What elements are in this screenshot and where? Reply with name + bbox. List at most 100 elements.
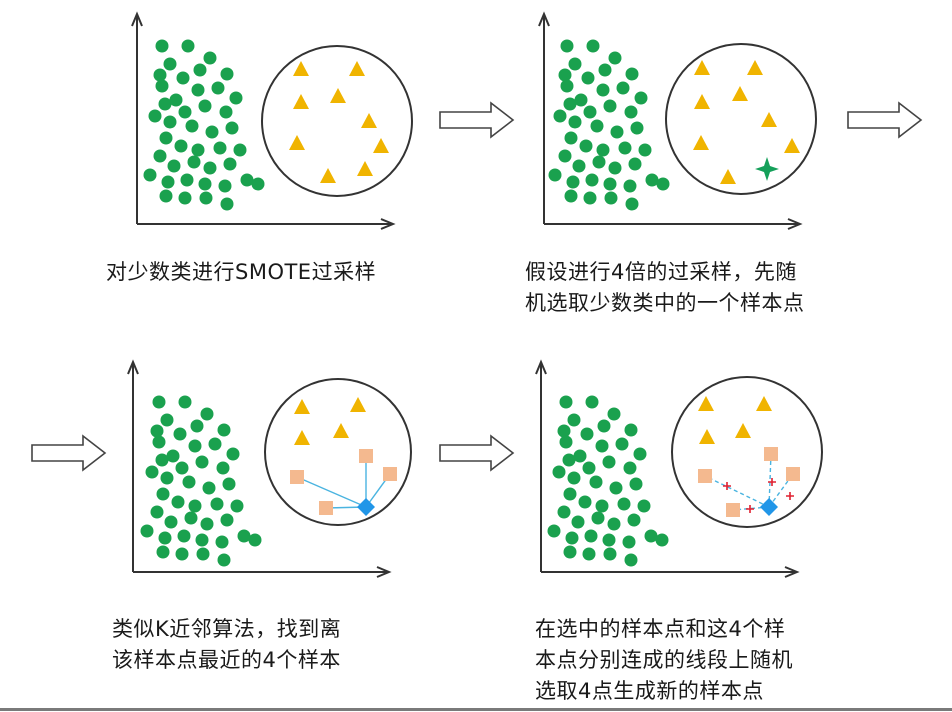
majority-point [595, 439, 609, 453]
majority-point [190, 419, 204, 433]
x-axis-arrowhead [787, 218, 803, 230]
majority-point [196, 547, 210, 561]
majority-point [603, 177, 617, 191]
y-axis-arrowhead [127, 359, 139, 375]
majority-point [566, 175, 580, 189]
majority-point [623, 461, 637, 475]
majority-point [583, 105, 597, 119]
neighbor-link [296, 476, 367, 508]
majority-point [625, 197, 639, 211]
minority-point [349, 61, 365, 76]
majority-point [597, 419, 611, 433]
majority-point [159, 131, 173, 145]
majority-point [590, 119, 604, 133]
majority-point [233, 143, 247, 157]
majority-point [163, 57, 177, 71]
majority-point [568, 115, 582, 129]
majority-point [198, 99, 212, 113]
majority-point [624, 553, 638, 567]
majority-point [150, 424, 164, 438]
synthetic-point [768, 478, 776, 486]
majority-point [237, 529, 251, 543]
majority-point [202, 481, 216, 495]
majority-point [173, 427, 187, 441]
majority-point [164, 515, 178, 529]
majority-point [596, 143, 610, 157]
minority-point [361, 113, 377, 128]
majority-point [563, 487, 577, 501]
majority-point [589, 475, 603, 489]
majority-point [175, 547, 189, 561]
majority-point [217, 423, 231, 437]
majority-point [163, 115, 177, 129]
selected-point [357, 498, 375, 516]
majority-point [218, 179, 232, 193]
minority-point [694, 94, 710, 109]
y-axis-arrowhead [131, 11, 143, 27]
majority-point [169, 93, 183, 107]
minority-point [294, 430, 310, 445]
neighbor-point [786, 467, 800, 481]
minority-point [373, 138, 389, 153]
majority-point [608, 161, 622, 175]
bottom-divider [0, 708, 952, 711]
majority-point [160, 413, 174, 427]
majority-point [155, 39, 169, 53]
majority-point [560, 79, 574, 93]
majority-point [628, 157, 642, 171]
minority-point [747, 60, 763, 75]
majority-point [210, 497, 224, 511]
majority-point [181, 39, 195, 53]
majority-point [560, 39, 574, 53]
majority-point [584, 529, 598, 543]
minority-point [698, 396, 714, 411]
majority-point [219, 105, 233, 119]
majority-point [598, 63, 612, 77]
majority-point [193, 63, 207, 77]
minority-point [293, 61, 309, 76]
majority-point [623, 179, 637, 193]
minority-point [333, 423, 349, 438]
majority-point [571, 515, 585, 529]
majority-point [627, 513, 641, 527]
majority-point [607, 517, 621, 531]
neighbor-point [290, 470, 304, 484]
majority-point [603, 547, 617, 561]
majority-point [564, 189, 578, 203]
majority-point [191, 143, 205, 157]
majority-point [182, 475, 196, 489]
majority-point [176, 71, 190, 85]
minority-point [720, 169, 736, 184]
majority-point [166, 449, 180, 463]
majority-point [615, 437, 629, 451]
majority-point [230, 499, 244, 513]
majority-point [191, 83, 205, 97]
majority-point [175, 461, 189, 475]
majority-point [602, 533, 616, 547]
majority-point [184, 511, 198, 525]
majority-point [603, 99, 617, 113]
majority-point [185, 119, 199, 133]
x-axis-arrowhead [376, 566, 392, 578]
majority-point [226, 447, 240, 461]
majority-point [211, 81, 225, 95]
majority-point [592, 155, 606, 169]
neighbor-link [768, 453, 772, 508]
majority-point [568, 57, 582, 71]
majority-point [216, 461, 230, 475]
neighbor-point [383, 467, 397, 481]
majority-point [222, 477, 236, 491]
majority-point [557, 424, 571, 438]
majority-point [572, 159, 586, 173]
majority-point [225, 121, 239, 135]
majority-point [167, 159, 181, 173]
majority-point [156, 545, 170, 559]
majority-point [155, 453, 169, 467]
minority-point [735, 423, 751, 438]
majority-point [156, 487, 170, 501]
majority-point [548, 168, 562, 182]
majority-point [557, 505, 571, 519]
majority-point [187, 155, 201, 169]
synthetic-point [746, 505, 754, 513]
panel-step4 [535, 359, 823, 578]
